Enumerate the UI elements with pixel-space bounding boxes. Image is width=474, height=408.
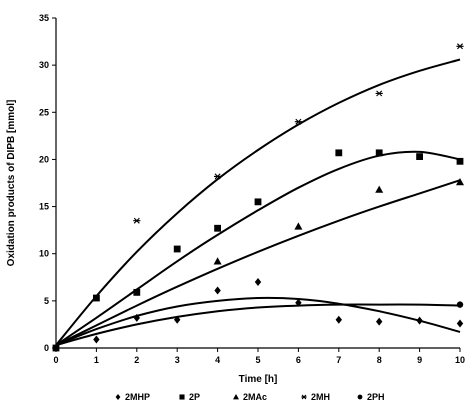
y-tick-label: 10 [39,249,49,259]
data-point-2MHP [93,335,100,344]
x-tick-label: 10 [455,355,465,365]
data-point-2MHP [376,317,383,326]
x-tick-label: 8 [377,355,382,365]
data-point-2MH [375,90,383,97]
data-point-2MHP [456,319,464,328]
x-tick-label: 0 [53,355,58,365]
legend-label: 2MHP [125,392,150,402]
x-axis-title: Time [h] [239,374,278,385]
data-point-2MAc [213,257,222,265]
y-tick-label: 5 [44,296,49,306]
legend-label: 2P [189,392,200,402]
data-point-2MHP [133,313,140,322]
y-tick-label: 0 [44,343,49,353]
data-point-2P [173,245,181,253]
y-tick-label: 15 [39,202,49,212]
y-tick-label: 30 [39,60,49,70]
data-point-2MH [294,118,302,125]
x-tick-label: 9 [417,355,422,365]
y-tick-label: 35 [39,13,49,23]
x-ticks: 0 1 2 3 4 5 6 7 8 9 10 [53,348,465,365]
data-point-2MAc [294,222,303,230]
legend-marker-2MH [301,394,307,400]
legend-marker-2MHP [115,394,121,400]
x-tick-label: 3 [175,355,180,365]
data-point-2P [335,149,343,157]
x-tick-label: 4 [215,355,220,365]
fit-curve-2MAc [55,179,461,347]
data-point-2P [133,288,141,296]
data-point-2MH [133,217,141,224]
legend-marker-2PH [357,394,363,400]
data-point-2MHP [214,286,221,295]
data-point-2P [254,198,262,206]
legend-label: 2MH [311,392,330,402]
data-point-2P [214,224,221,232]
data-point-2P [456,157,464,165]
x-tick-label: 2 [134,355,139,365]
fit-curve-2PH [55,303,461,347]
y-tick-label: 20 [39,154,49,164]
y-ticks: 0 5 10 15 20 25 30 35 [39,13,56,353]
fit-curve-2P [55,150,461,347]
data-point-2PH [456,301,464,308]
legend-marker-2MAc [233,394,239,400]
fit-curves [55,58,461,347]
x-tick-label: 1 [94,355,99,365]
data-point-2MHP [254,278,262,286]
legend-label: 2PH [367,392,385,402]
legend-label: 2MAc [243,392,267,402]
data-point-2P [375,149,383,157]
data-point-2P [416,153,423,160]
data-point-2MH [456,43,464,50]
y-axis-title: Oxidation products of DIPB [mmol] [6,100,17,267]
data-point-2MAc [456,178,464,186]
data-point-2MHP [174,315,181,324]
y-tick-label: 25 [39,107,49,117]
fit-curve-2MH [55,58,461,346]
legend-marker-2P [179,394,185,400]
x-tick-label: 6 [296,355,301,365]
x-tick-label: 5 [255,355,260,365]
fit-curve-2MHP [55,296,461,347]
data-point-2MHP [416,316,423,325]
data-point-2MH [214,173,222,180]
data-point-2MHP [335,315,342,324]
data-point-2P [93,294,100,302]
data-point-2MHP [295,298,302,307]
legend: 2MHP 2P 2MAc 2MH 2PH [115,392,385,402]
x-tick-label: 7 [336,355,341,365]
data-point-2MAc [375,185,384,193]
